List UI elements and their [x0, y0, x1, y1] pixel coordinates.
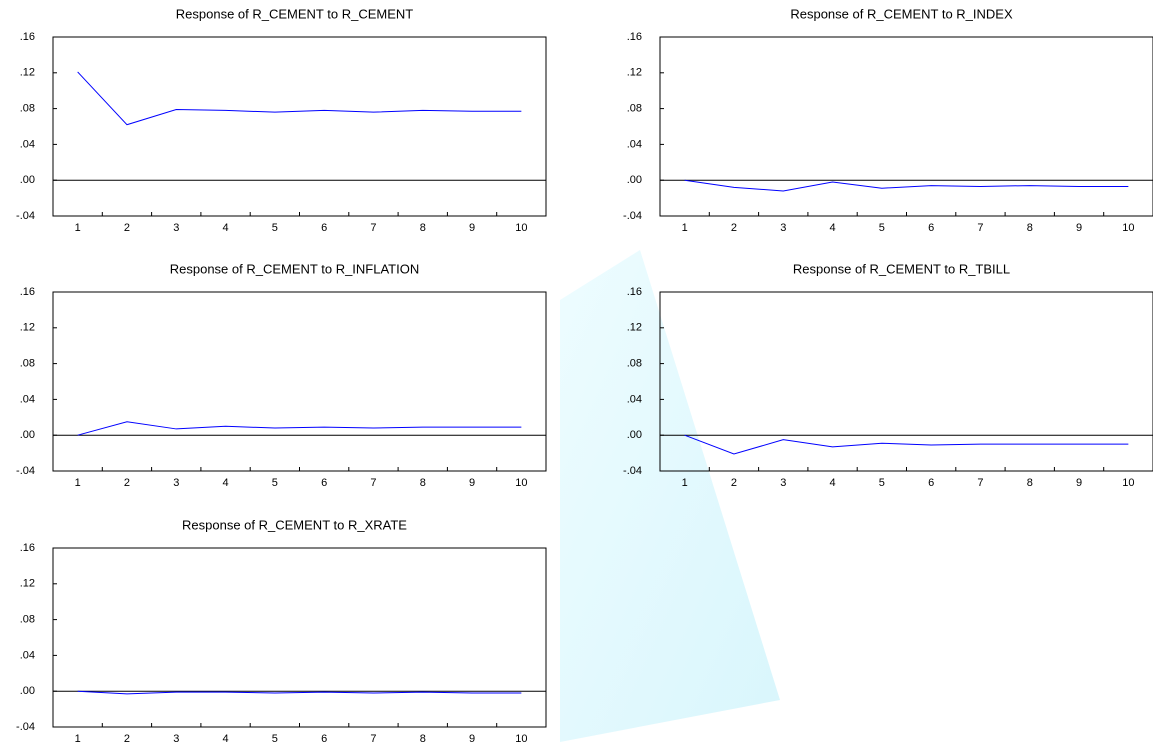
response-line: [78, 72, 522, 125]
x-tick-label: 10: [515, 222, 527, 234]
y-tick-label: .00: [627, 174, 642, 186]
x-tick-label: 8: [420, 477, 426, 489]
y-tick-label: .16: [627, 31, 642, 43]
x-tick-label: 8: [420, 222, 426, 234]
response-line: [78, 422, 522, 435]
x-tick-label: 2: [124, 222, 130, 234]
figure: Response of R_CEMENT to R_CEMENT -.04 .00.…: [0, 0, 1153, 742]
watermark: [560, 250, 780, 742]
plot-frame: [53, 37, 546, 216]
x-tick-label: 2: [731, 477, 737, 489]
plot-frame: [53, 292, 546, 471]
x-tick-label: 9: [469, 733, 475, 742]
x-tick-label: 9: [469, 477, 475, 489]
y-tick-label: .12: [627, 322, 642, 334]
x-tick-label: 1: [75, 477, 81, 489]
x-tick-label: 4: [829, 222, 835, 234]
chart-title: Response of R_CEMENT to R_CEMENT: [176, 6, 414, 21]
x-tick-label: 7: [977, 477, 983, 489]
x-tick-label: 6: [928, 477, 934, 489]
y-tick-label: .00: [20, 685, 35, 697]
y-tick-label: .12: [20, 578, 35, 590]
y-tick-label: -.04: [623, 210, 642, 222]
y-tick-label: .04: [20, 393, 35, 405]
x-tick-label: 9: [469, 222, 475, 234]
x-tick-label: 5: [272, 477, 278, 489]
y-tick-label: .08: [627, 103, 642, 115]
x-tick-label: 2: [124, 477, 130, 489]
y-tick-label: .08: [20, 103, 35, 115]
y-tick-label: .12: [627, 67, 642, 79]
y-tick-label: .00: [627, 429, 642, 441]
x-tick-label: 6: [321, 222, 327, 234]
x-tick-label: 4: [829, 477, 835, 489]
x-tick-label: 7: [370, 222, 376, 234]
y-tick-label: .12: [20, 67, 35, 79]
x-tick-label: 8: [420, 733, 426, 742]
y-tick-label: .04: [627, 393, 642, 405]
x-tick-label: 7: [370, 733, 376, 742]
y-tick-label: .16: [20, 31, 35, 43]
chart-title: Response of R_CEMENT to R_XRATE: [182, 517, 407, 532]
x-tick-label: 8: [1027, 222, 1033, 234]
x-tick-label: 1: [682, 477, 688, 489]
x-tick-label: 5: [879, 222, 885, 234]
y-tick-label: .16: [20, 286, 35, 298]
chart-title: Response of R_CEMENT to R_INDEX: [790, 6, 1013, 21]
response-line: [685, 180, 1129, 191]
page: Response of R_CEMENT to R_CEMENT -.04 .00.…: [0, 0, 1153, 742]
x-tick-label: 2: [731, 222, 737, 234]
x-tick-label: 10: [1122, 222, 1134, 234]
x-tick-label: 5: [272, 222, 278, 234]
x-tick-label: 6: [321, 477, 327, 489]
x-tick-label: 3: [173, 222, 179, 234]
x-tick-label: 1: [75, 222, 81, 234]
x-tick-label: 5: [272, 733, 278, 742]
y-tick-label: -.04: [16, 721, 35, 733]
y-tick-label: .16: [627, 286, 642, 298]
y-tick-label: .00: [20, 174, 35, 186]
x-tick-label: 2: [124, 733, 130, 742]
x-tick-label: 7: [370, 477, 376, 489]
y-tick-label: .16: [20, 542, 35, 554]
y-tick-label: -.04: [16, 465, 35, 477]
chart-title: Response of R_CEMENT to R_INFLATION: [170, 261, 420, 276]
x-tick-label: 6: [321, 733, 327, 742]
x-tick-label: 6: [928, 222, 934, 234]
x-tick-label: 3: [173, 477, 179, 489]
x-tick-label: 10: [1122, 477, 1134, 489]
y-tick-label: .12: [20, 322, 35, 334]
x-tick-label: 8: [1027, 477, 1033, 489]
y-tick-label: .08: [20, 614, 35, 626]
y-tick-label: .04: [20, 649, 35, 661]
x-tick-label: 10: [515, 733, 527, 742]
x-tick-label: 9: [1076, 477, 1082, 489]
y-tick-label: .04: [627, 138, 642, 150]
x-tick-label: 7: [977, 222, 983, 234]
x-tick-label: 1: [75, 733, 81, 742]
response-line: [685, 435, 1129, 454]
y-tick-label: -.04: [623, 465, 642, 477]
y-tick-label: .00: [20, 429, 35, 441]
plot-frame: [660, 37, 1153, 216]
y-tick-label: .08: [627, 358, 642, 370]
y-tick-label: -.04: [16, 210, 35, 222]
plot-frame: [53, 548, 546, 727]
x-tick-label: 4: [222, 222, 228, 234]
x-tick-label: 10: [515, 477, 527, 489]
y-tick-label: .08: [20, 358, 35, 370]
x-tick-label: 1: [682, 222, 688, 234]
x-tick-label: 3: [780, 477, 786, 489]
x-tick-label: 5: [879, 477, 885, 489]
x-tick-label: 3: [780, 222, 786, 234]
x-tick-label: 3: [173, 733, 179, 742]
x-tick-label: 4: [222, 477, 228, 489]
x-tick-label: 4: [222, 733, 228, 742]
y-tick-label: .04: [20, 138, 35, 150]
x-tick-label: 9: [1076, 222, 1082, 234]
chart-title: Response of R_CEMENT to R_TBILL: [793, 261, 1010, 276]
